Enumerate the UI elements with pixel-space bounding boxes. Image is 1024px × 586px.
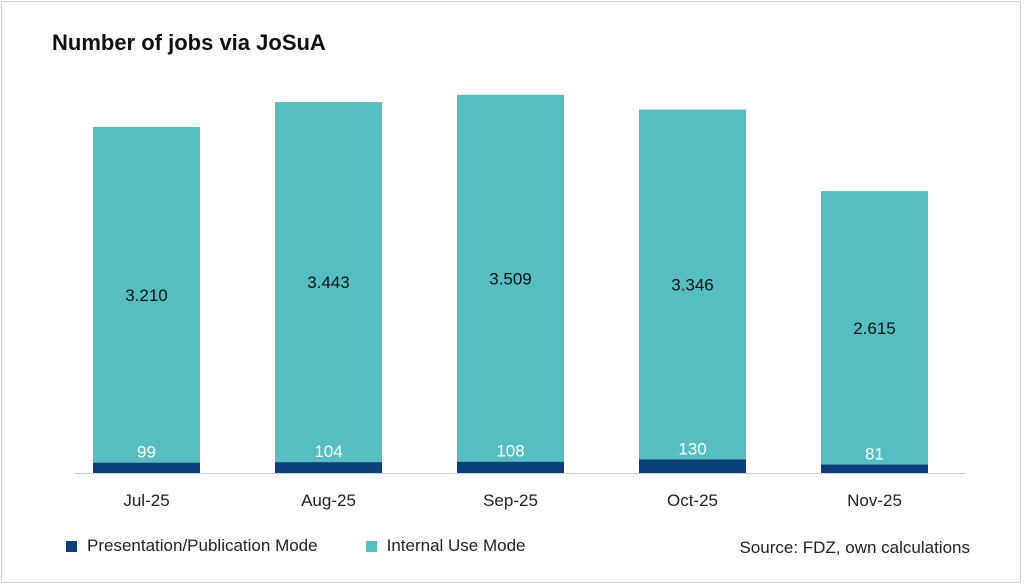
x-tick-label: Jul-25 — [123, 491, 169, 510]
data-label-internal: 3.346 — [671, 275, 714, 294]
bar-presentation — [275, 462, 382, 473]
data-label-presentation: 81 — [865, 445, 884, 464]
bar-presentation — [93, 462, 200, 473]
data-label-internal: 2.615 — [853, 319, 896, 338]
data-label-presentation: 104 — [314, 442, 342, 461]
legend: Presentation/Publication Mode Internal U… — [66, 536, 526, 556]
bar-internal-use — [457, 94, 564, 462]
x-tick-label: Oct-25 — [667, 491, 718, 510]
x-tick-label: Nov-25 — [847, 491, 902, 510]
data-label-presentation: 99 — [137, 443, 156, 462]
legend-swatch-internal — [365, 540, 377, 552]
bar-internal-use — [93, 127, 200, 463]
data-label-internal: 3.509 — [489, 269, 532, 288]
data-label-presentation: 130 — [678, 439, 706, 458]
x-tick-label: Aug-25 — [301, 491, 356, 510]
source-note: Source: FDZ, own calculations — [739, 538, 970, 557]
data-label-presentation: 108 — [496, 442, 524, 461]
legend-label-internal: Internal Use Mode — [386, 536, 526, 555]
legend-swatch-presentation — [66, 540, 77, 552]
bar-presentation — [457, 461, 564, 473]
bar-internal-use — [821, 191, 928, 465]
legend-label-presentation: Presentation/Publication Mode — [87, 536, 318, 555]
bar-internal-use — [639, 109, 746, 460]
bar-presentation — [639, 459, 746, 473]
bar-presentation — [821, 464, 928, 473]
data-label-internal: 3.210 — [125, 286, 168, 305]
x-tick-label: Sep-25 — [483, 491, 538, 510]
data-label-internal: 3.443 — [307, 273, 350, 292]
bar-internal-use — [275, 102, 382, 463]
chart-title: Number of jobs via JoSuA — [52, 30, 326, 55]
